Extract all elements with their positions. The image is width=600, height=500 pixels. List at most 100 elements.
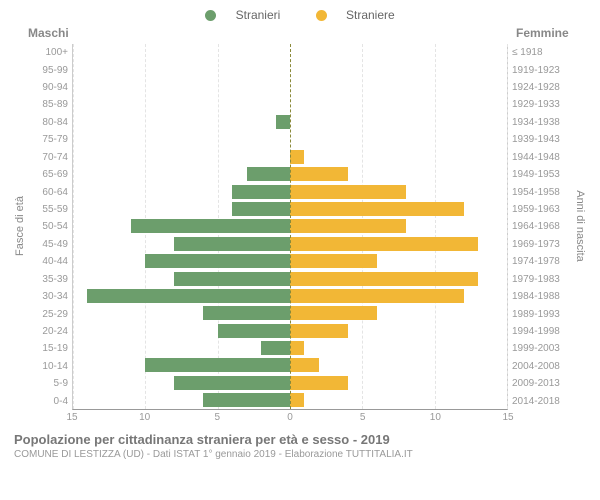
gridline bbox=[73, 44, 74, 409]
birth-label: 1944-1948 bbox=[512, 149, 572, 166]
birth-label: 1989-1993 bbox=[512, 305, 572, 322]
x-tick: 15 bbox=[502, 412, 513, 423]
bar-male bbox=[87, 289, 290, 303]
age-label: 100+ bbox=[28, 44, 72, 61]
age-label: 60-64 bbox=[28, 183, 72, 200]
birth-label: 1984-1988 bbox=[512, 288, 572, 305]
age-label: 0-4 bbox=[28, 392, 72, 409]
bar-female bbox=[290, 376, 348, 390]
bar-female bbox=[290, 324, 348, 338]
birth-label: 1999-2003 bbox=[512, 340, 572, 357]
legend-label-female: Straniere bbox=[346, 8, 395, 22]
x-tick: 10 bbox=[139, 412, 150, 423]
bar-male bbox=[131, 219, 290, 233]
bar-male bbox=[218, 324, 290, 338]
bar-male bbox=[174, 237, 290, 251]
centerline bbox=[290, 44, 291, 409]
chart-subtitle: COMUNE DI LESTIZZA (UD) - Dati ISTAT 1° … bbox=[14, 449, 586, 460]
bar-male bbox=[276, 115, 290, 129]
x-tick: 5 bbox=[360, 412, 366, 423]
bar-female bbox=[290, 306, 377, 320]
bar-male bbox=[261, 341, 290, 355]
legend-item-male: Stranieri bbox=[197, 8, 291, 22]
age-label: 10-14 bbox=[28, 358, 72, 375]
age-label: 15-19 bbox=[28, 340, 72, 357]
birth-label: ≤ 1918 bbox=[512, 44, 572, 61]
bar-female bbox=[290, 237, 478, 251]
plot-body bbox=[72, 44, 508, 410]
birth-axis: Femmine ≤ 19181919-19231924-19281929-193… bbox=[508, 26, 572, 426]
age-axis: Maschi 100+95-9990-9485-8980-8475-7970-7… bbox=[28, 26, 72, 426]
age-label: 85-89 bbox=[28, 96, 72, 113]
bar-male bbox=[174, 376, 290, 390]
age-labels: 100+95-9990-9485-8980-8475-7970-7465-696… bbox=[28, 44, 72, 410]
bar-female bbox=[290, 202, 464, 216]
birth-label: 1924-1928 bbox=[512, 79, 572, 96]
age-label: 20-24 bbox=[28, 323, 72, 340]
chart-container: Stranieri Straniere Fasce di età Maschi … bbox=[0, 0, 600, 500]
chart-title: Popolazione per cittadinanza straniera p… bbox=[14, 432, 586, 447]
birth-label: 1949-1953 bbox=[512, 166, 572, 183]
age-label: 65-69 bbox=[28, 166, 72, 183]
bar-male bbox=[145, 358, 290, 372]
birth-label: 1964-1968 bbox=[512, 218, 572, 235]
birth-label: 1979-1983 bbox=[512, 270, 572, 287]
bar-female bbox=[290, 272, 478, 286]
birth-label: 1939-1943 bbox=[512, 131, 572, 148]
birth-labels: ≤ 19181919-19231924-19281929-19331934-19… bbox=[512, 44, 572, 410]
gridline bbox=[435, 44, 436, 409]
birth-label: 2004-2008 bbox=[512, 358, 572, 375]
female-header: Femmine bbox=[512, 26, 572, 44]
y-axis-left-title: Fasce di età bbox=[14, 196, 26, 256]
legend: Stranieri Straniere bbox=[12, 8, 588, 22]
y-axis-left-title-container: Fasce di età bbox=[12, 26, 28, 426]
bar-male bbox=[203, 393, 290, 407]
bar-male bbox=[232, 185, 290, 199]
birth-label: 1974-1978 bbox=[512, 253, 572, 270]
age-label: 70-74 bbox=[28, 149, 72, 166]
birth-label: 1929-1933 bbox=[512, 96, 572, 113]
plot: 15105051015 bbox=[72, 26, 508, 426]
age-label: 30-34 bbox=[28, 288, 72, 305]
x-tick: 0 bbox=[287, 412, 293, 423]
x-tick: 10 bbox=[430, 412, 441, 423]
birth-label: 2009-2013 bbox=[512, 375, 572, 392]
age-label: 45-49 bbox=[28, 236, 72, 253]
x-tick: 5 bbox=[215, 412, 221, 423]
birth-label: 2014-2018 bbox=[512, 392, 572, 409]
birth-label: 1919-1923 bbox=[512, 61, 572, 78]
birth-label: 1994-1998 bbox=[512, 323, 572, 340]
bar-male bbox=[247, 167, 290, 181]
x-ticks: 15105051015 bbox=[72, 410, 508, 426]
age-label: 5-9 bbox=[28, 375, 72, 392]
bar-female bbox=[290, 219, 406, 233]
bar-female bbox=[290, 167, 348, 181]
birth-label: 1969-1973 bbox=[512, 236, 572, 253]
legend-label-male: Stranieri bbox=[236, 8, 281, 22]
bar-male bbox=[232, 202, 290, 216]
age-label: 55-59 bbox=[28, 201, 72, 218]
age-label: 50-54 bbox=[28, 218, 72, 235]
age-label: 90-94 bbox=[28, 79, 72, 96]
bar-female bbox=[290, 185, 406, 199]
bar-male bbox=[145, 254, 290, 268]
chart-area: Fasce di età Maschi 100+95-9990-9485-898… bbox=[12, 26, 588, 426]
age-label: 25-29 bbox=[28, 305, 72, 322]
legend-swatch-male bbox=[205, 10, 216, 21]
footer: Popolazione per cittadinanza straniera p… bbox=[12, 426, 588, 460]
birth-label: 1934-1938 bbox=[512, 114, 572, 131]
bar-male bbox=[203, 306, 290, 320]
bar-male bbox=[174, 272, 290, 286]
birth-label: 1959-1963 bbox=[512, 201, 572, 218]
y-axis-right-title: Anni di nascita bbox=[574, 190, 586, 262]
gridline bbox=[507, 44, 508, 409]
age-label: 40-44 bbox=[28, 253, 72, 270]
y-axis-right-title-container: Anni di nascita bbox=[572, 26, 588, 426]
bar-female bbox=[290, 341, 304, 355]
age-label: 80-84 bbox=[28, 114, 72, 131]
bar-female bbox=[290, 358, 319, 372]
bar-female bbox=[290, 289, 464, 303]
bar-female bbox=[290, 254, 377, 268]
bar-female bbox=[290, 393, 304, 407]
age-label: 75-79 bbox=[28, 131, 72, 148]
